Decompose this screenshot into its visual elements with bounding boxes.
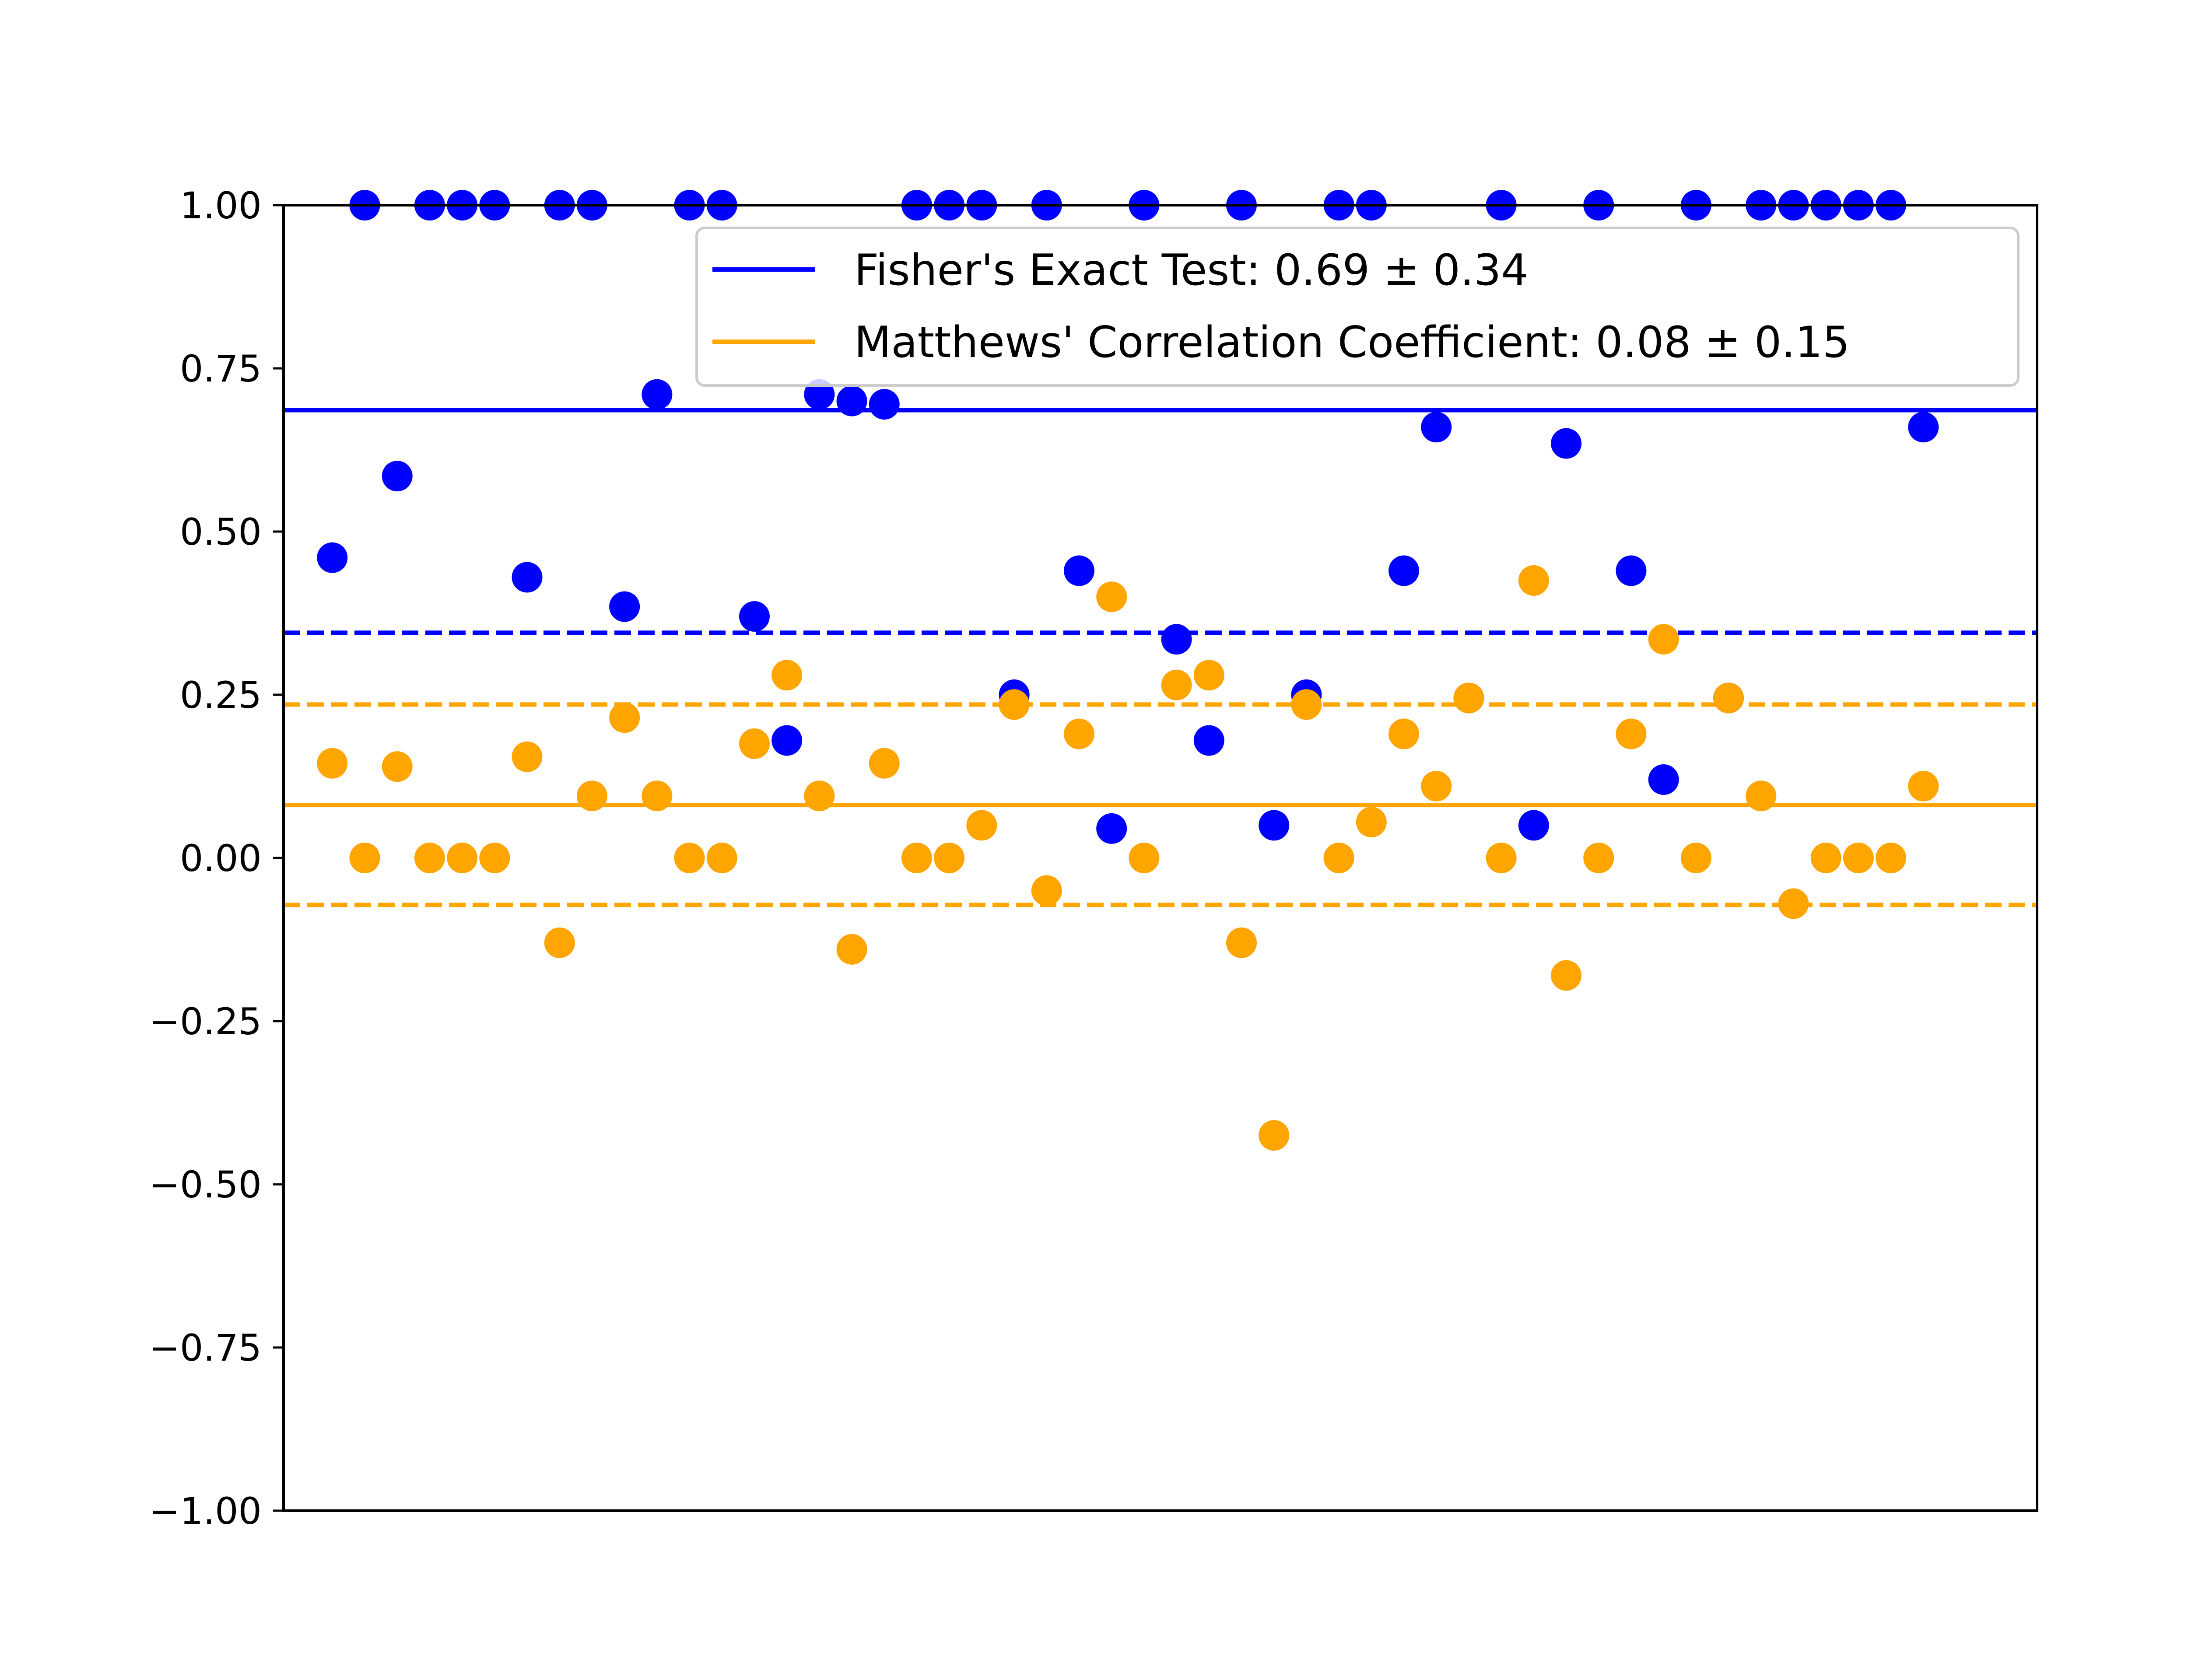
point-series-1-19	[934, 843, 965, 873]
point-series-1-2	[382, 751, 413, 782]
point-series-1-5	[479, 843, 510, 873]
legend-label-0: Fisher's Exact Test: 0.69 ± 0.34	[854, 245, 1529, 295]
point-series-1-36	[1486, 843, 1517, 873]
point-series-1-0	[317, 748, 348, 779]
point-series-1-27	[1193, 660, 1224, 691]
legend: Fisher's Exact Test: 0.69 ± 0.34 Matthews…	[695, 227, 2020, 387]
point-series-1-14	[771, 660, 803, 691]
point-series-1-22	[1031, 875, 1062, 906]
y-tick-label: 0.00	[180, 837, 262, 880]
y-tick-label: 0.25	[180, 674, 262, 717]
y-tick-label: 1.00	[180, 184, 262, 227]
point-series-0-49	[1908, 412, 1939, 443]
point-series-1-7	[544, 927, 575, 958]
y-tick-label: 0.75	[180, 347, 262, 390]
point-series-1-8	[576, 780, 607, 812]
point-series-0-15	[804, 379, 835, 410]
point-series-1-9	[609, 702, 640, 733]
point-series-0-14	[771, 725, 803, 756]
point-series-1-48	[1876, 843, 1907, 873]
point-series-1-1	[349, 843, 380, 873]
point-series-1-35	[1453, 682, 1484, 714]
reference-lines	[284, 408, 2037, 907]
y-axis: 1.00 0.75 0.50 0.25 0.00 −0.25 −0.50 −0.75 −1.00	[149, 184, 284, 1533]
point-series-1-44	[1746, 780, 1777, 812]
point-series-1-15	[804, 780, 835, 812]
point-series-1-28	[1226, 927, 1257, 958]
point-series-0-16	[836, 385, 867, 416]
point-series-1-31	[1323, 843, 1354, 873]
point-series-1-40	[1616, 718, 1647, 749]
point-series-1-45	[1778, 888, 1809, 919]
point-series-1-49	[1908, 770, 1939, 802]
point-series-1-26	[1161, 669, 1192, 700]
point-series-0-9	[609, 591, 640, 622]
point-series-1-29	[1259, 1120, 1290, 1151]
point-series-1-47	[1843, 843, 1874, 873]
point-series-0-37	[1518, 810, 1549, 841]
point-series-1-11	[674, 843, 705, 873]
point-series-1-38	[1551, 960, 1582, 991]
y-tick-label: −0.50	[149, 1163, 262, 1206]
point-series-1-3	[414, 843, 445, 873]
point-series-0-10	[642, 379, 673, 410]
point-series-1-17	[869, 748, 900, 779]
point-series-1-25	[1129, 843, 1160, 873]
point-series-1-43	[1713, 682, 1744, 714]
point-series-1-34	[1421, 770, 1452, 802]
point-series-1-23	[1063, 718, 1094, 749]
point-series-0-41	[1648, 764, 1679, 795]
y-tick-label: −0.75	[149, 1326, 262, 1369]
point-series-0-26	[1161, 624, 1192, 655]
y-tick-label: 0.50	[180, 511, 262, 553]
y-tick-label: −1.00	[149, 1490, 262, 1533]
legend-label-1: Matthews' Correlation Coefficient: 0.08 …	[854, 318, 1850, 368]
point-series-1-12	[706, 843, 737, 873]
point-series-0-2	[382, 461, 413, 492]
point-series-1-24	[1096, 581, 1127, 612]
point-series-1-16	[836, 934, 867, 965]
point-series-0-34	[1421, 412, 1452, 443]
point-series-1-20	[966, 810, 997, 841]
point-series-1-18	[901, 843, 932, 873]
point-series-0-33	[1389, 555, 1420, 586]
point-series-1-46	[1810, 843, 1841, 873]
legend-box	[695, 227, 2020, 387]
point-series-0-40	[1616, 555, 1647, 586]
point-series-0-6	[512, 562, 543, 593]
point-series-0-29	[1259, 810, 1290, 841]
point-series-0-27	[1193, 725, 1224, 756]
point-series-0-23	[1063, 555, 1094, 586]
point-series-1-33	[1389, 718, 1420, 749]
point-series-1-21	[999, 689, 1030, 720]
point-series-0-17	[869, 389, 900, 420]
point-series-1-37	[1518, 565, 1549, 596]
point-series-1-30	[1291, 689, 1322, 720]
point-series-1-13	[739, 728, 770, 759]
point-series-1-41	[1648, 624, 1679, 655]
point-series-1-42	[1680, 843, 1711, 873]
point-series-1-10	[642, 780, 673, 812]
point-series-1-32	[1356, 806, 1387, 837]
point-series-1-4	[447, 843, 478, 873]
point-series-0-0	[317, 542, 348, 573]
y-tick-label: −0.25	[149, 1000, 262, 1043]
point-series-0-38	[1551, 428, 1582, 459]
point-series-0-13	[739, 601, 770, 632]
point-series-1-39	[1583, 843, 1614, 873]
point-series-1-6	[512, 741, 543, 772]
data-points	[317, 190, 1939, 1151]
point-series-0-24	[1096, 813, 1127, 844]
